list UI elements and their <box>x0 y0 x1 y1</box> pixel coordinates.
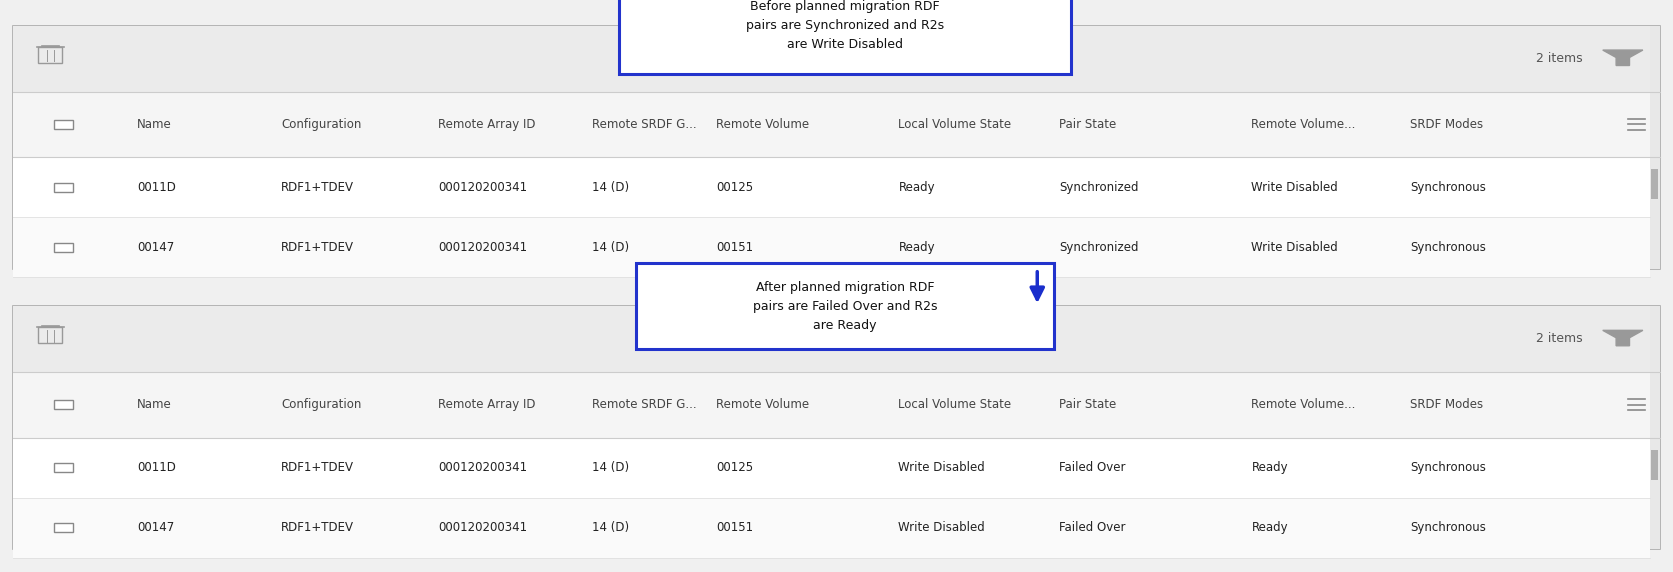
Text: Remote Volume...: Remote Volume... <box>1251 398 1355 411</box>
Bar <box>13 26 1660 92</box>
Text: Pair State: Pair State <box>1059 118 1116 131</box>
Text: SRDF Modes: SRDF Modes <box>1410 398 1484 411</box>
Text: Remote Volume: Remote Volume <box>716 118 810 131</box>
Text: 00147: 00147 <box>137 521 174 534</box>
Text: Before planned migration RDF
pairs are Synchronized and R2s
are Write Disabled: Before planned migration RDF pairs are S… <box>746 0 944 51</box>
Bar <box>54 183 72 192</box>
Bar <box>1650 26 1660 269</box>
Bar <box>13 26 1660 269</box>
Text: Name: Name <box>137 118 172 131</box>
Text: 2 items: 2 items <box>1536 332 1583 345</box>
Text: Failed Over: Failed Over <box>1059 521 1126 534</box>
Text: Configuration: Configuration <box>281 118 361 131</box>
Text: 000120200341: 000120200341 <box>438 241 527 254</box>
Bar <box>13 306 1660 372</box>
Bar <box>13 306 1660 549</box>
Text: Synchronous: Synchronous <box>1410 241 1486 254</box>
Text: 00125: 00125 <box>716 181 753 194</box>
Bar <box>636 263 1054 349</box>
Text: Remote Volume...: Remote Volume... <box>1251 118 1355 131</box>
Text: Write Disabled: Write Disabled <box>898 521 985 534</box>
Text: 14 (D): 14 (D) <box>592 241 629 254</box>
Text: 000120200341: 000120200341 <box>438 521 527 534</box>
Text: Synchronous: Synchronous <box>1410 181 1486 194</box>
Text: Ready: Ready <box>1251 521 1288 534</box>
Text: RDF1+TDEV: RDF1+TDEV <box>281 461 355 474</box>
Text: Synchronous: Synchronous <box>1410 461 1486 474</box>
Text: Synchronized: Synchronized <box>1059 241 1139 254</box>
Text: 14 (D): 14 (D) <box>592 461 629 474</box>
Text: 0011D: 0011D <box>137 461 176 474</box>
Text: Name: Name <box>137 398 172 411</box>
Text: 00151: 00151 <box>716 241 753 254</box>
Bar <box>1651 450 1658 479</box>
Text: Write Disabled: Write Disabled <box>1251 181 1338 194</box>
Bar <box>13 92 1660 157</box>
Text: Pair State: Pair State <box>1059 398 1116 411</box>
Bar <box>1651 169 1658 200</box>
Bar <box>13 498 1650 558</box>
Text: 00125: 00125 <box>716 461 753 474</box>
Text: Remote SRDF G...: Remote SRDF G... <box>592 118 698 131</box>
Text: Write Disabled: Write Disabled <box>898 461 985 474</box>
Text: Remote Volume: Remote Volume <box>716 398 810 411</box>
Text: Ready: Ready <box>898 181 935 194</box>
Text: Ready: Ready <box>898 241 935 254</box>
Bar <box>1650 306 1660 549</box>
Text: Remote SRDF G...: Remote SRDF G... <box>592 398 698 411</box>
Text: 14 (D): 14 (D) <box>592 181 629 194</box>
Bar <box>38 327 62 343</box>
Bar <box>13 217 1650 277</box>
Text: Synchronous: Synchronous <box>1410 521 1486 534</box>
Bar <box>13 438 1650 498</box>
Text: 0011D: 0011D <box>137 181 176 194</box>
Text: 000120200341: 000120200341 <box>438 181 527 194</box>
Text: Remote Array ID: Remote Array ID <box>438 118 535 131</box>
Text: 00147: 00147 <box>137 241 174 254</box>
Text: Local Volume State: Local Volume State <box>898 398 1012 411</box>
Text: Remote Array ID: Remote Array ID <box>438 398 535 411</box>
Bar <box>54 523 72 532</box>
Text: Synchronized: Synchronized <box>1059 181 1139 194</box>
Bar <box>619 0 1071 74</box>
Bar <box>54 400 72 409</box>
Bar <box>13 372 1660 438</box>
Bar <box>54 243 72 252</box>
Text: 14 (D): 14 (D) <box>592 521 629 534</box>
Text: Local Volume State: Local Volume State <box>898 118 1012 131</box>
Text: SRDF Modes: SRDF Modes <box>1410 118 1484 131</box>
Bar <box>38 47 62 63</box>
Text: 00151: 00151 <box>716 521 753 534</box>
Text: Write Disabled: Write Disabled <box>1251 241 1338 254</box>
Text: Failed Over: Failed Over <box>1059 461 1126 474</box>
Polygon shape <box>1603 50 1643 66</box>
Text: RDF1+TDEV: RDF1+TDEV <box>281 521 355 534</box>
Text: 2 items: 2 items <box>1536 52 1583 65</box>
Text: After planned migration RDF
pairs are Failed Over and R2s
are Ready: After planned migration RDF pairs are Fa… <box>753 280 937 332</box>
Bar <box>13 157 1650 217</box>
Polygon shape <box>1603 330 1643 345</box>
Text: RDF1+TDEV: RDF1+TDEV <box>281 241 355 254</box>
Text: Ready: Ready <box>1251 461 1288 474</box>
Bar <box>54 463 72 472</box>
Text: RDF1+TDEV: RDF1+TDEV <box>281 181 355 194</box>
Text: Configuration: Configuration <box>281 398 361 411</box>
Bar <box>54 120 72 129</box>
Text: 000120200341: 000120200341 <box>438 461 527 474</box>
